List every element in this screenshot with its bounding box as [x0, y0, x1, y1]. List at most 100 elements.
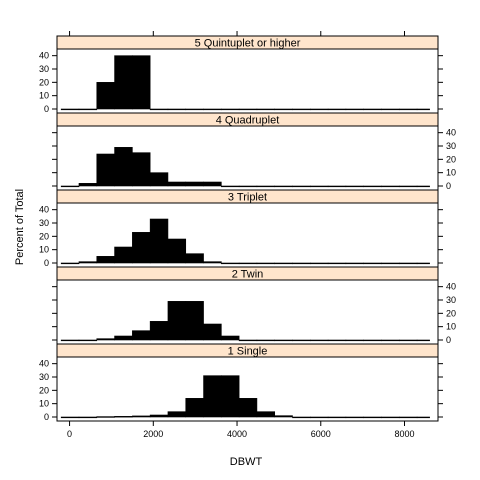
x-tick-label: 0 [67, 429, 72, 439]
histogram-bar [132, 415, 151, 418]
histogram-bar [203, 323, 222, 341]
y-tick-label: 30 [39, 218, 49, 228]
panel-2: 4 Quadruplet 0 10 20 30 40 [52, 112, 456, 191]
histogram-bar [327, 108, 347, 111]
histogram-bar [363, 416, 382, 419]
histogram-bar [310, 262, 329, 265]
histogram-bar [345, 108, 364, 111]
histogram-bar [149, 172, 169, 187]
histogram-bar [310, 416, 329, 419]
histogram-bar [416, 339, 430, 342]
histogram-bar [363, 339, 382, 342]
y-tick-label: 0 [44, 412, 49, 422]
y-tick-label: 0 [446, 181, 451, 191]
histogram-bar [96, 153, 115, 187]
panel-strip-label: 1 Single [228, 346, 268, 358]
histogram-bar [416, 262, 430, 265]
histogram-bar [221, 335, 240, 341]
histogram-bar [345, 339, 364, 342]
histogram-bar [185, 181, 204, 187]
histogram-bar [185, 253, 204, 264]
histogram-bar [398, 339, 418, 342]
histogram-bar [96, 338, 115, 341]
histogram-bar [78, 108, 98, 111]
histogram-bar [274, 415, 293, 418]
histogram-bar [345, 262, 364, 265]
histogram-bar [221, 108, 240, 111]
histogram-bar [292, 185, 311, 188]
histogram-bar [381, 185, 400, 188]
histogram-bar [327, 339, 347, 342]
histogram-bar [363, 262, 382, 265]
histogram-bar [398, 108, 418, 111]
histogram-bar [256, 185, 276, 188]
histogram-bar [114, 55, 133, 110]
y-tick-label: 30 [39, 372, 49, 382]
y-axis-title: Percent of Total [14, 189, 26, 265]
histogram-bar [274, 339, 293, 342]
histogram-bar [327, 416, 347, 419]
panel-strip-label: 3 Triplet [228, 192, 267, 204]
histogram-bar [292, 339, 311, 342]
histogram-bar [185, 108, 204, 111]
x-tick-label: 6000 [311, 429, 331, 439]
histogram-bar [381, 339, 400, 342]
panel-1: 5 Quintuplet or higher 0 10 20 30 40 [39, 35, 443, 114]
y-tick-label: 20 [446, 308, 456, 318]
histogram-bar [167, 411, 187, 418]
y-tick-label: 40 [39, 51, 49, 61]
histogram-bar [416, 185, 430, 188]
histogram-bar [167, 238, 187, 264]
histogram-bar [60, 185, 80, 188]
histogram-bar [221, 375, 240, 418]
panel-strip-label: 2 Twin [232, 269, 264, 281]
y-tick-label: 30 [39, 64, 49, 74]
histogram-bar [114, 147, 133, 187]
histogram-bar [132, 232, 151, 264]
histogram-bar [167, 108, 187, 111]
histogram-bar [78, 416, 98, 419]
histogram-bar [78, 183, 98, 187]
histogram-bar [238, 262, 258, 265]
y-tick-label: 30 [446, 141, 456, 151]
y-tick-label: 30 [446, 295, 456, 305]
x-axis: 0 2000 4000 6000 8000 [67, 31, 415, 439]
histogram-bar [381, 108, 400, 111]
histogram-bar [203, 375, 222, 418]
histogram-bar [149, 218, 169, 264]
histogram-bar [238, 339, 258, 342]
histogram-bar [398, 416, 418, 419]
panel-frame [56, 356, 439, 422]
histogram-bar [149, 321, 169, 341]
histogram-bar [310, 339, 329, 342]
histogram-bar [274, 108, 293, 111]
y-tick-label: 10 [39, 91, 49, 101]
y-tick-label: 40 [446, 282, 456, 292]
histogram-bar [203, 108, 222, 111]
histogram-bar [78, 339, 98, 342]
y-tick-label: 20 [39, 77, 49, 87]
histogram-bar [221, 185, 240, 188]
histogram-bar [60, 339, 80, 342]
histogram-bar [256, 108, 276, 111]
histogram-bar [381, 262, 400, 265]
histogram-bar [185, 301, 204, 341]
histogram-bar [167, 181, 187, 187]
y-tick-label: 10 [39, 245, 49, 255]
histogram-bar [114, 246, 133, 264]
histogram-bar [96, 82, 115, 110]
y-tick-label: 10 [39, 399, 49, 409]
histogram-bar [345, 416, 364, 419]
histogram-bar [132, 55, 151, 110]
histogram-bar [310, 108, 329, 111]
y-tick-label: 40 [39, 205, 49, 215]
histogram-bar [327, 262, 347, 265]
histogram-bar [292, 416, 311, 419]
histogram-bar [96, 416, 115, 418]
y-tick-label: 0 [44, 104, 49, 114]
histogram-bar [274, 185, 293, 188]
histogram-bar [238, 398, 258, 418]
histogram-bar [292, 108, 311, 111]
